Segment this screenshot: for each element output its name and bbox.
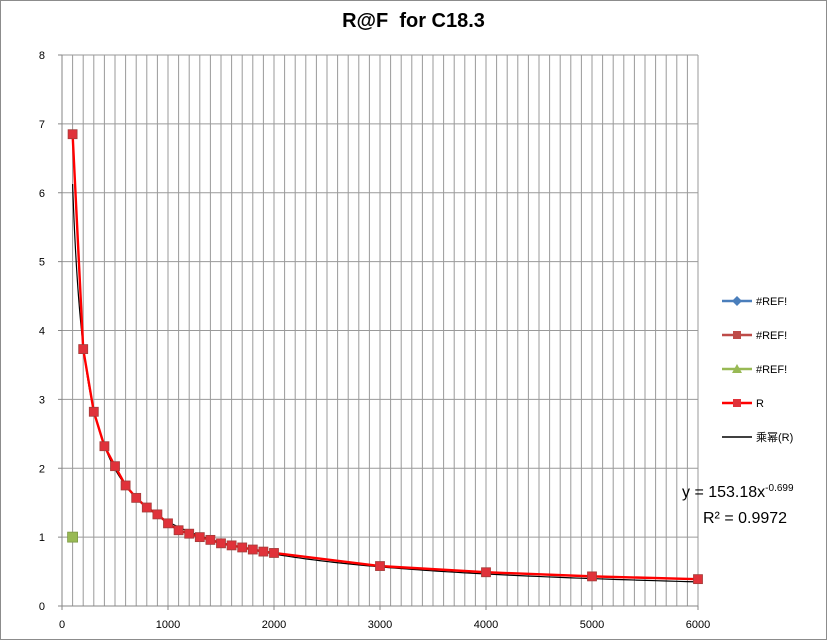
- data-point-series-3: [269, 548, 279, 558]
- data-point-series-3: [110, 461, 120, 472]
- legend-marker-triangle: [732, 364, 742, 373]
- x-tick-label: 5000: [580, 619, 604, 631]
- data-point-series-3: [216, 538, 226, 549]
- series-line-3: [71, 134, 699, 581]
- data-point-series-3: [99, 441, 110, 452]
- data-point-series-3: [78, 344, 89, 354]
- x-tick-label: 4000: [474, 619, 498, 631]
- data-point-series-3: [184, 528, 195, 539]
- data-point-series-3: [67, 129, 78, 140]
- y-tick-label: 5: [39, 257, 45, 269]
- data-point-series-3: [88, 406, 99, 417]
- data-point-series-3: [205, 534, 216, 545]
- x-tick-label: 0: [59, 619, 65, 631]
- data-point-series-3: [173, 525, 184, 536]
- legend-label: #REF!: [756, 330, 787, 342]
- data-point-series-3: [237, 542, 248, 553]
- trendline-equation-exponent: -0.699: [765, 483, 794, 494]
- x-tick-label: 2000: [262, 619, 286, 631]
- grid-lines: [62, 54, 699, 606]
- series-layer: [67, 129, 703, 585]
- data-point-series-3: [194, 532, 205, 543]
- y-tick-label: 6: [39, 188, 45, 200]
- data-point-series-3: [152, 509, 163, 520]
- trendline-r-squared: R² = 0.9972: [703, 510, 788, 527]
- legend: #REF! #REF! #REF! R 乘幂(R): [722, 296, 793, 444]
- y-tick-label: 7: [39, 119, 45, 131]
- x-tick-label: 6000: [686, 619, 710, 631]
- data-point-series-3: [131, 492, 142, 503]
- data-point-series-3: [247, 544, 258, 555]
- data-point-series-2: [67, 531, 78, 543]
- x-tick-label: 1000: [156, 619, 180, 631]
- x-tick-label: 3000: [368, 619, 392, 631]
- legend-marker-square: [733, 399, 741, 407]
- data-point-series-3: [481, 567, 491, 578]
- y-tick-label: 3: [39, 394, 45, 406]
- trendline-equation-base: y = 153.18x: [682, 484, 766, 501]
- legend-marker-diamond: [732, 296, 742, 306]
- data-point-series-3: [141, 502, 152, 513]
- data-point-series-3: [693, 574, 703, 585]
- data-point-series-3: [120, 480, 131, 491]
- legend-label: #REF!: [756, 296, 787, 308]
- chart-title: R@F for C18.3: [342, 10, 485, 32]
- y-tick-label: 1: [39, 532, 45, 544]
- y-tick-label: 4: [39, 326, 45, 338]
- legend-marker-square: [733, 331, 741, 339]
- trendline-equation: y = 153.18x-0.699: [682, 483, 794, 502]
- data-point-series-3: [258, 546, 269, 557]
- axes: 0 1 2 3 4 5 6 7 8 0 1000 2000 3000 4000 5000 6000: [39, 50, 710, 631]
- y-tick-label: 0: [39, 601, 45, 613]
- legend-label: R: [756, 398, 764, 410]
- data-point-series-3: [226, 540, 237, 551]
- data-point-series-3: [163, 518, 173, 529]
- legend-label: #REF!: [756, 364, 787, 376]
- data-point-series-3: [587, 571, 597, 582]
- legend-label-trendline: 乘幂(R): [756, 431, 793, 444]
- y-tick-label: 8: [39, 50, 45, 62]
- data-point-series-3: [375, 561, 385, 571]
- y-tick-label: 2: [39, 463, 45, 475]
